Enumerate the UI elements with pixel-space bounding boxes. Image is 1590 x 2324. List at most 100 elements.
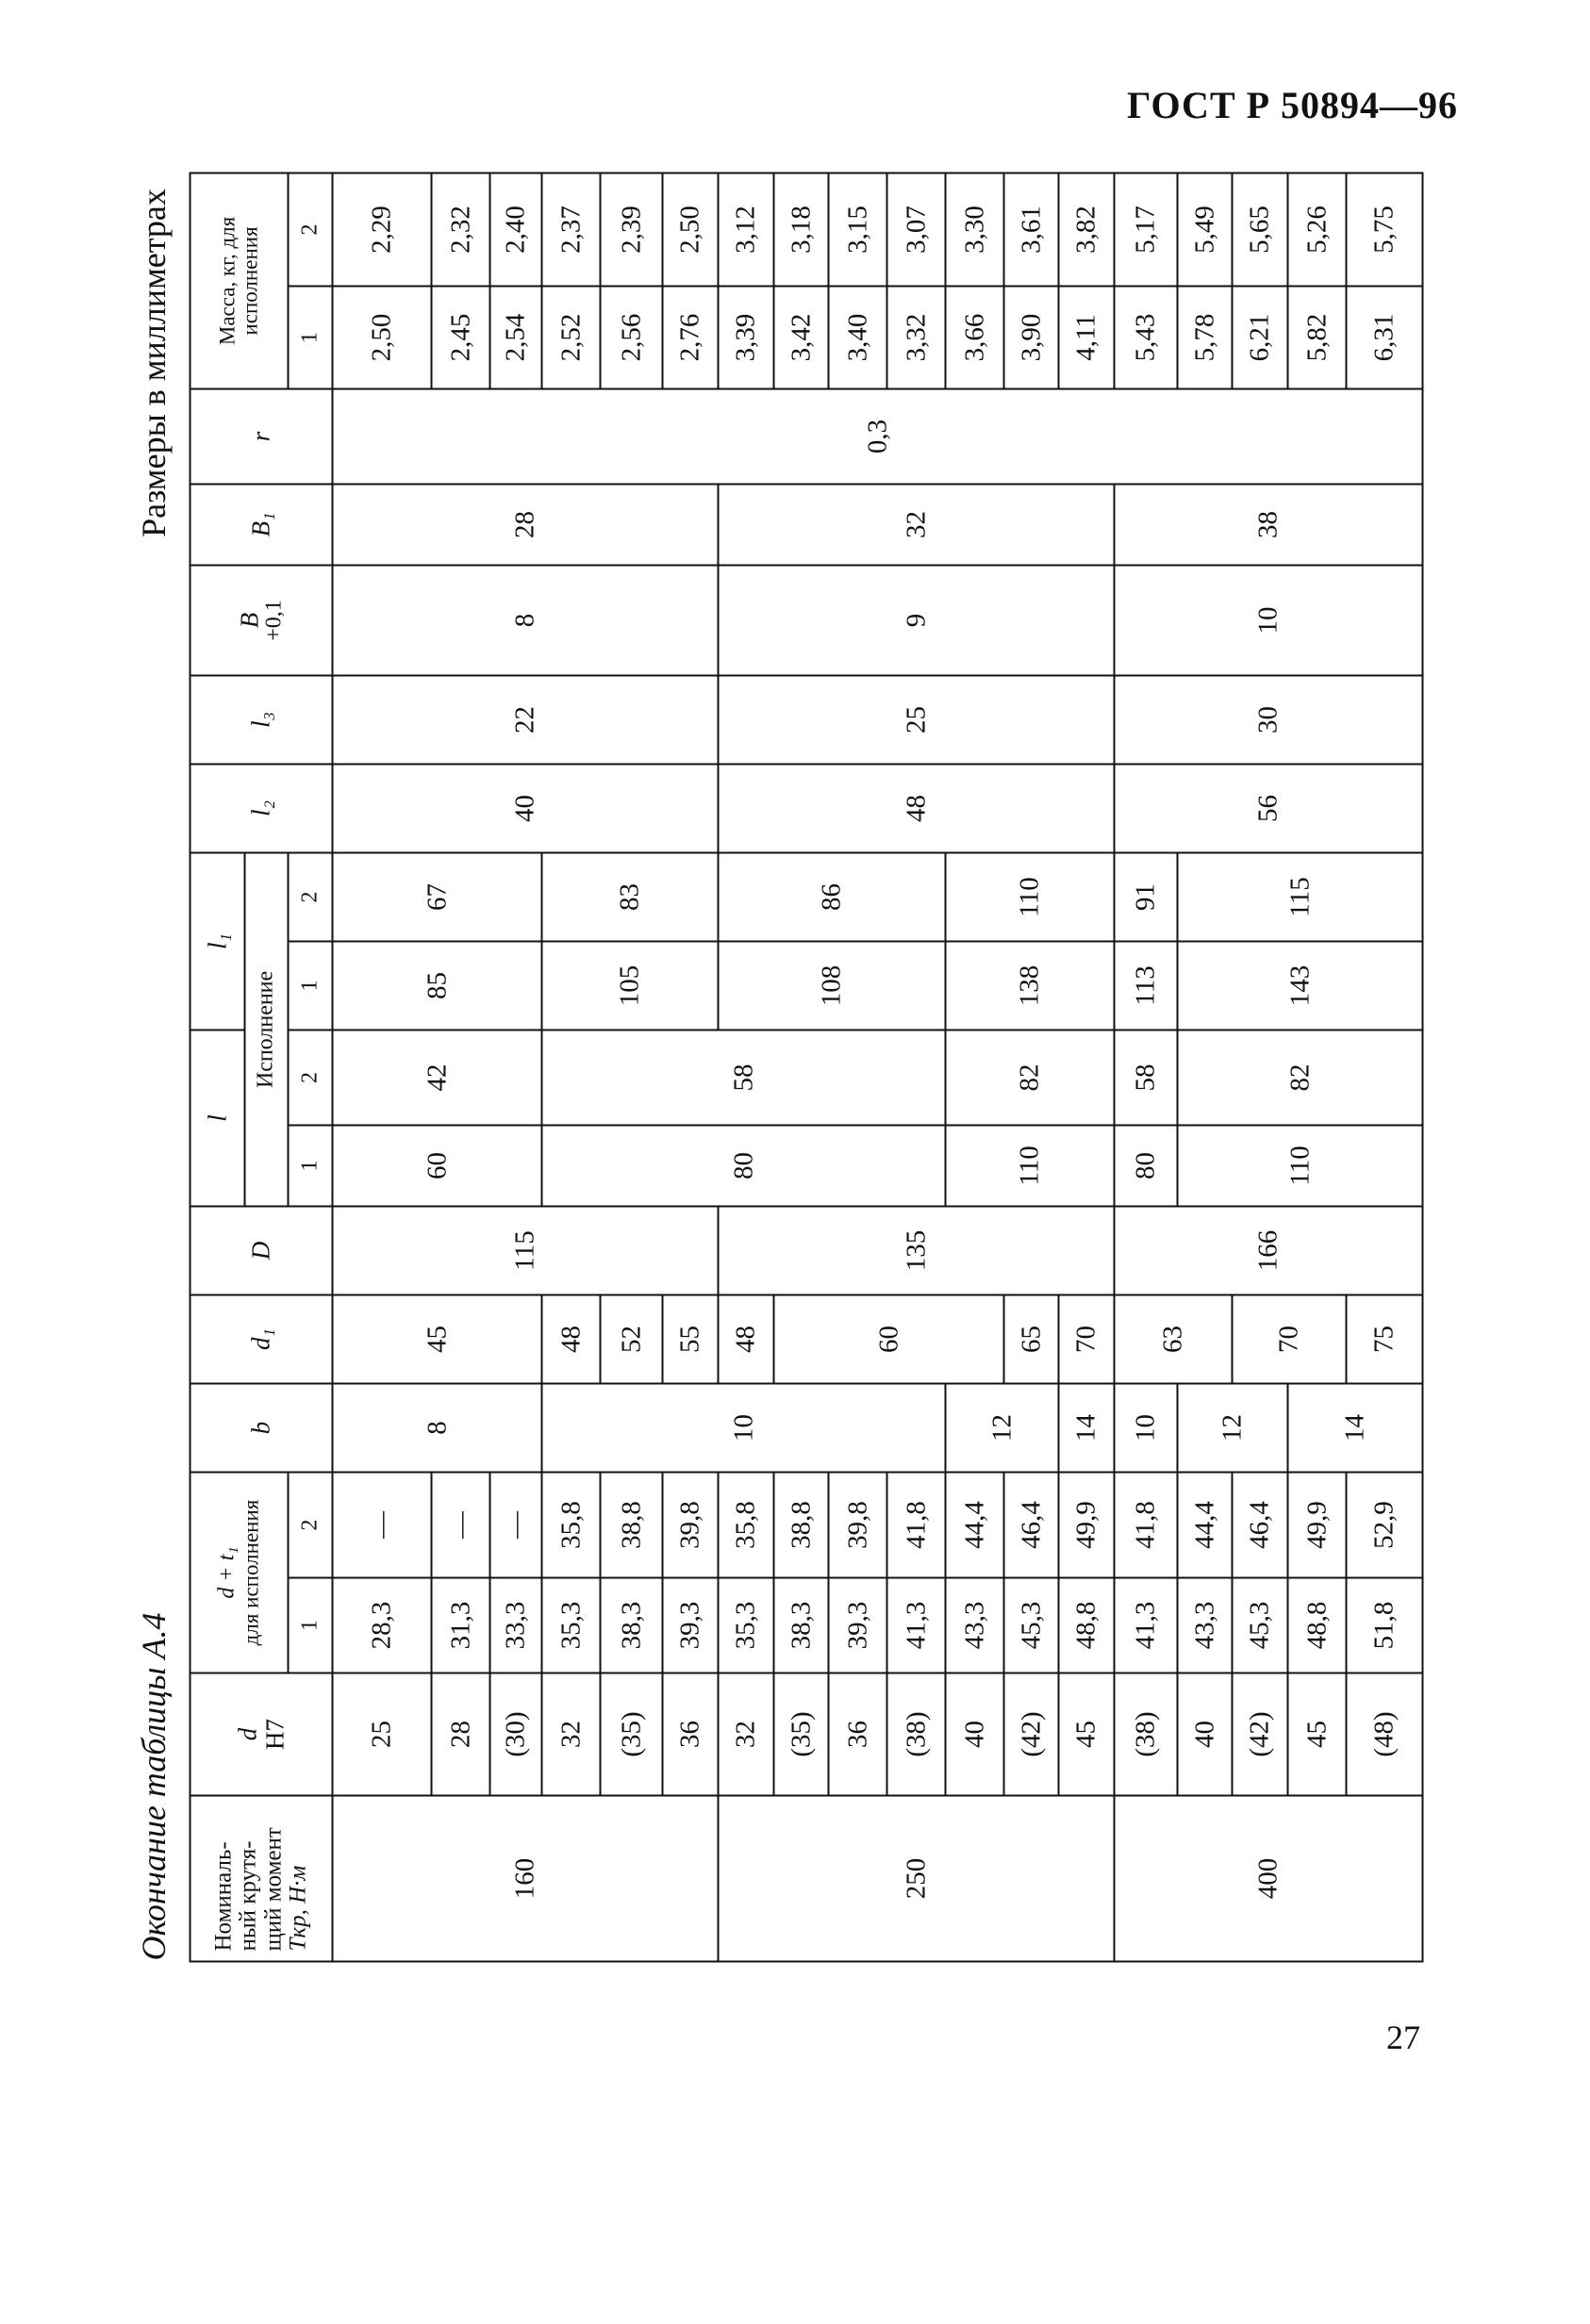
cell-d: (38)	[886, 1673, 946, 1796]
cell-l-exec1: 80	[541, 1125, 946, 1207]
cell-mass-exec1: 6,31	[1346, 286, 1423, 389]
cell-dt1-exec1: 41,3	[886, 1577, 946, 1673]
cell-d: 32	[541, 1673, 601, 1796]
table-a4-rotated: Номиналь- ный крутя- щий момент Tкр, Н·м…	[190, 173, 1423, 1963]
cell-dt1-exec2: 39,8	[662, 1472, 719, 1578]
cell-dt1-exec2: —	[332, 1472, 432, 1578]
cell-dt1-exec2: 38,8	[600, 1472, 663, 1578]
cell-mass-exec2: 5,49	[1177, 173, 1233, 287]
header-l3: l₃	[190, 675, 333, 765]
cell-mass-exec2: 3,12	[718, 173, 774, 287]
cell-d: (42)	[1003, 1673, 1059, 1796]
cell-l1-exec1: 113	[1114, 941, 1178, 1030]
cell-D: 115	[332, 1206, 719, 1295]
cell-d1: 65	[1003, 1294, 1059, 1384]
cell-l1-exec2: 83	[541, 852, 719, 942]
cell-mass-exec1: 2,50	[332, 286, 432, 389]
cell-mass-exec1: 2,54	[489, 286, 542, 389]
cell-mass-exec1: 2,52	[541, 286, 601, 389]
cell-B1: 28	[332, 484, 719, 566]
cell-mass-exec2: 2,32	[431, 173, 490, 287]
cell-mass-exec2: 3,30	[945, 173, 1004, 287]
cell-b: 12	[945, 1383, 1059, 1473]
table-body: 160 25 28,3—8 45 115 60 42 85 67 40 22 8 28 0,3 2,50 2,…	[332, 173, 1423, 1962]
header-l2: l₂	[190, 764, 333, 853]
cell-dt1-exec2: 44,4	[1177, 1472, 1233, 1578]
cell-d1: 75	[1346, 1294, 1423, 1384]
cell-mass-exec1: 3,42	[773, 286, 829, 389]
header-d-symbol: d	[233, 1727, 262, 1741]
cell-mass-exec2: 2,50	[662, 173, 719, 287]
header-d-plus-t1: d + t₁ для исполнения	[190, 1472, 289, 1673]
cell-l2: 56	[1114, 764, 1423, 853]
cell-mass-exec1: 3,39	[718, 286, 774, 389]
cell-mass-exec2: 2,39	[600, 173, 663, 287]
cell-mass-exec1: 5,43	[1114, 286, 1178, 389]
cell-l-exec1: 60	[332, 1125, 542, 1207]
cell-d1: 52	[600, 1294, 663, 1384]
header-dt1-sub: для исполнения	[239, 1499, 263, 1646]
header-r: r	[190, 388, 333, 485]
cell-d: 36	[828, 1673, 887, 1796]
header-l1: l₁	[190, 852, 245, 1030]
cell-mass-exec2: 3,07	[886, 173, 946, 287]
cell-d: 45	[1058, 1673, 1115, 1796]
cell-dt1-exec2: —	[431, 1472, 490, 1578]
cell-dt1-exec2: 41,8	[886, 1472, 946, 1578]
cell-d1: 70	[1232, 1294, 1347, 1384]
cell-dt1-exec1: 39,3	[828, 1577, 887, 1673]
cell-mass-exec2: 2,37	[541, 173, 601, 287]
cell-B1: 38	[1114, 484, 1423, 566]
cell-d1: 48	[541, 1294, 601, 1384]
cell-torque: 400	[1114, 1795, 1423, 1962]
cell-dt1-exec1: 41,3	[1114, 1577, 1178, 1673]
cell-l-exec1: 110	[945, 1125, 1115, 1207]
cell-l1-exec2: 91	[1114, 852, 1178, 942]
cell-mass-exec1: 5,78	[1177, 286, 1233, 389]
cell-dt1-exec2: 35,8	[718, 1472, 774, 1578]
cell-mass-exec2: 2,29	[332, 173, 432, 287]
header-B1: B₁	[190, 484, 333, 566]
cell-l1-exec1: 108	[718, 941, 946, 1030]
header-torque-unit: Tкр, Н·м	[285, 1865, 311, 1952]
cell-d: 40	[1177, 1673, 1233, 1796]
cell-mass-exec2: 3,18	[773, 173, 829, 287]
cell-d1: 60	[773, 1294, 1004, 1384]
header-mass-exec2: 2	[288, 173, 333, 287]
cell-l-exec1: 110	[1177, 1125, 1423, 1207]
header-mass: Масса, кг, для исполнения	[190, 173, 289, 389]
header-b: b	[190, 1383, 333, 1473]
header-execution: Исполнение	[244, 852, 289, 1207]
cell-d: (35)	[600, 1673, 663, 1796]
cell-B: 10	[1114, 565, 1423, 676]
cell-d1: 63	[1114, 1294, 1233, 1384]
cell-dt1-exec2: 46,4	[1232, 1472, 1288, 1578]
cell-r: 0,3	[332, 388, 1423, 485]
cell-d: (35)	[773, 1673, 829, 1796]
cell-d: (48)	[1346, 1673, 1423, 1796]
header-l1-exec1: 1	[288, 941, 333, 1030]
cell-dt1-exec1: 35,3	[541, 1577, 601, 1673]
cell-dt1-exec2: 38,8	[773, 1472, 829, 1578]
cell-d1: 70	[1058, 1294, 1115, 1384]
cell-mass-exec2: 5,65	[1232, 173, 1288, 287]
cell-l3: 30	[1114, 675, 1423, 765]
header-l-exec1: 1	[288, 1125, 333, 1207]
cell-dt1-exec1: 48,8	[1287, 1577, 1347, 1673]
cell-d1: 45	[332, 1294, 542, 1384]
cell-l1-exec2: 86	[718, 852, 946, 942]
cell-mass-exec2: 5,26	[1287, 173, 1347, 287]
cell-d: 36	[662, 1673, 719, 1796]
cell-l1-exec2: 115	[1177, 852, 1423, 942]
cell-dt1-exec2: 39,8	[828, 1472, 887, 1578]
cell-d: (42)	[1232, 1673, 1288, 1796]
cell-mass-exec1: 3,90	[1003, 286, 1059, 389]
cell-mass-exec1: 3,66	[945, 286, 1004, 389]
cell-b: 10	[541, 1383, 946, 1473]
header-torque-line2: ный крутя-	[235, 1840, 261, 1952]
cell-mass-exec2: 5,17	[1114, 173, 1178, 287]
cell-mass-exec2: 2,40	[489, 173, 542, 287]
cell-mass-exec1: 5,82	[1287, 286, 1347, 389]
cell-dt1-exec1: 45,3	[1232, 1577, 1288, 1673]
cell-dt1-exec1: 33,3	[489, 1577, 542, 1673]
